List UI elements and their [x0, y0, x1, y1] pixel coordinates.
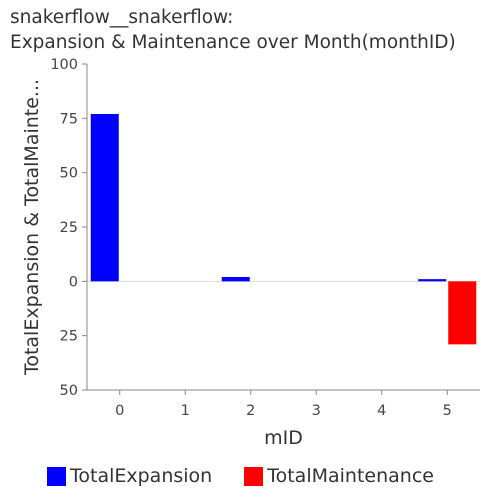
- x-tick-label-5: 5: [443, 403, 452, 419]
- y-tick-label-3: 25: [60, 220, 78, 236]
- bar-expansion-5: [418, 279, 447, 282]
- legend: TotalExpansion TotalMaintenance: [47, 465, 466, 487]
- legend-label-expansion: TotalExpansion: [70, 465, 213, 487]
- y-tick-label-2: 50: [60, 166, 78, 182]
- x-tick-label-0: 0: [115, 403, 124, 419]
- y-tick-label-4: 0: [69, 274, 78, 290]
- bar-expansion-0: [90, 113, 119, 282]
- chart-title: snakerflow__snakerflow: Expansion & Main…: [10, 5, 456, 55]
- x-tick-label-4: 4: [377, 403, 386, 419]
- chart-title-line-2: Expansion & Maintenance over Month(month…: [10, 32, 456, 53]
- x-axis-title: mID: [264, 427, 303, 449]
- legend-label-maintenance: TotalMaintenance: [267, 465, 434, 487]
- bar-chart: 100 75 50 25 0 25 50 0 1 2 3 4 5 mID TotalExpansion & …: [21, 57, 480, 449]
- legend-item-expansion: TotalExpansion: [47, 465, 212, 487]
- y-tick-label-0: 100: [50, 57, 78, 73]
- x-tick-label-2: 2: [246, 403, 255, 419]
- legend-item-maintenance: TotalMaintenance: [244, 465, 434, 487]
- x-tick-label-1: 1: [181, 403, 190, 419]
- chart-title-line-1: snakerflow__snakerflow:: [10, 7, 234, 28]
- bar-maintenance-5: [448, 281, 477, 345]
- y-tick-label-6: 50: [60, 383, 78, 399]
- legend-swatch-expansion: [47, 466, 66, 486]
- y-axis-title: TotalExpansion & TotalMainte...: [21, 79, 43, 376]
- bar-expansion-2: [221, 276, 250, 282]
- y-tick-label-1: 75: [60, 111, 78, 127]
- legend-swatch-maintenance: [244, 466, 264, 486]
- y-tick-label-5: 25: [60, 329, 78, 345]
- x-tick-label-3: 3: [312, 403, 321, 419]
